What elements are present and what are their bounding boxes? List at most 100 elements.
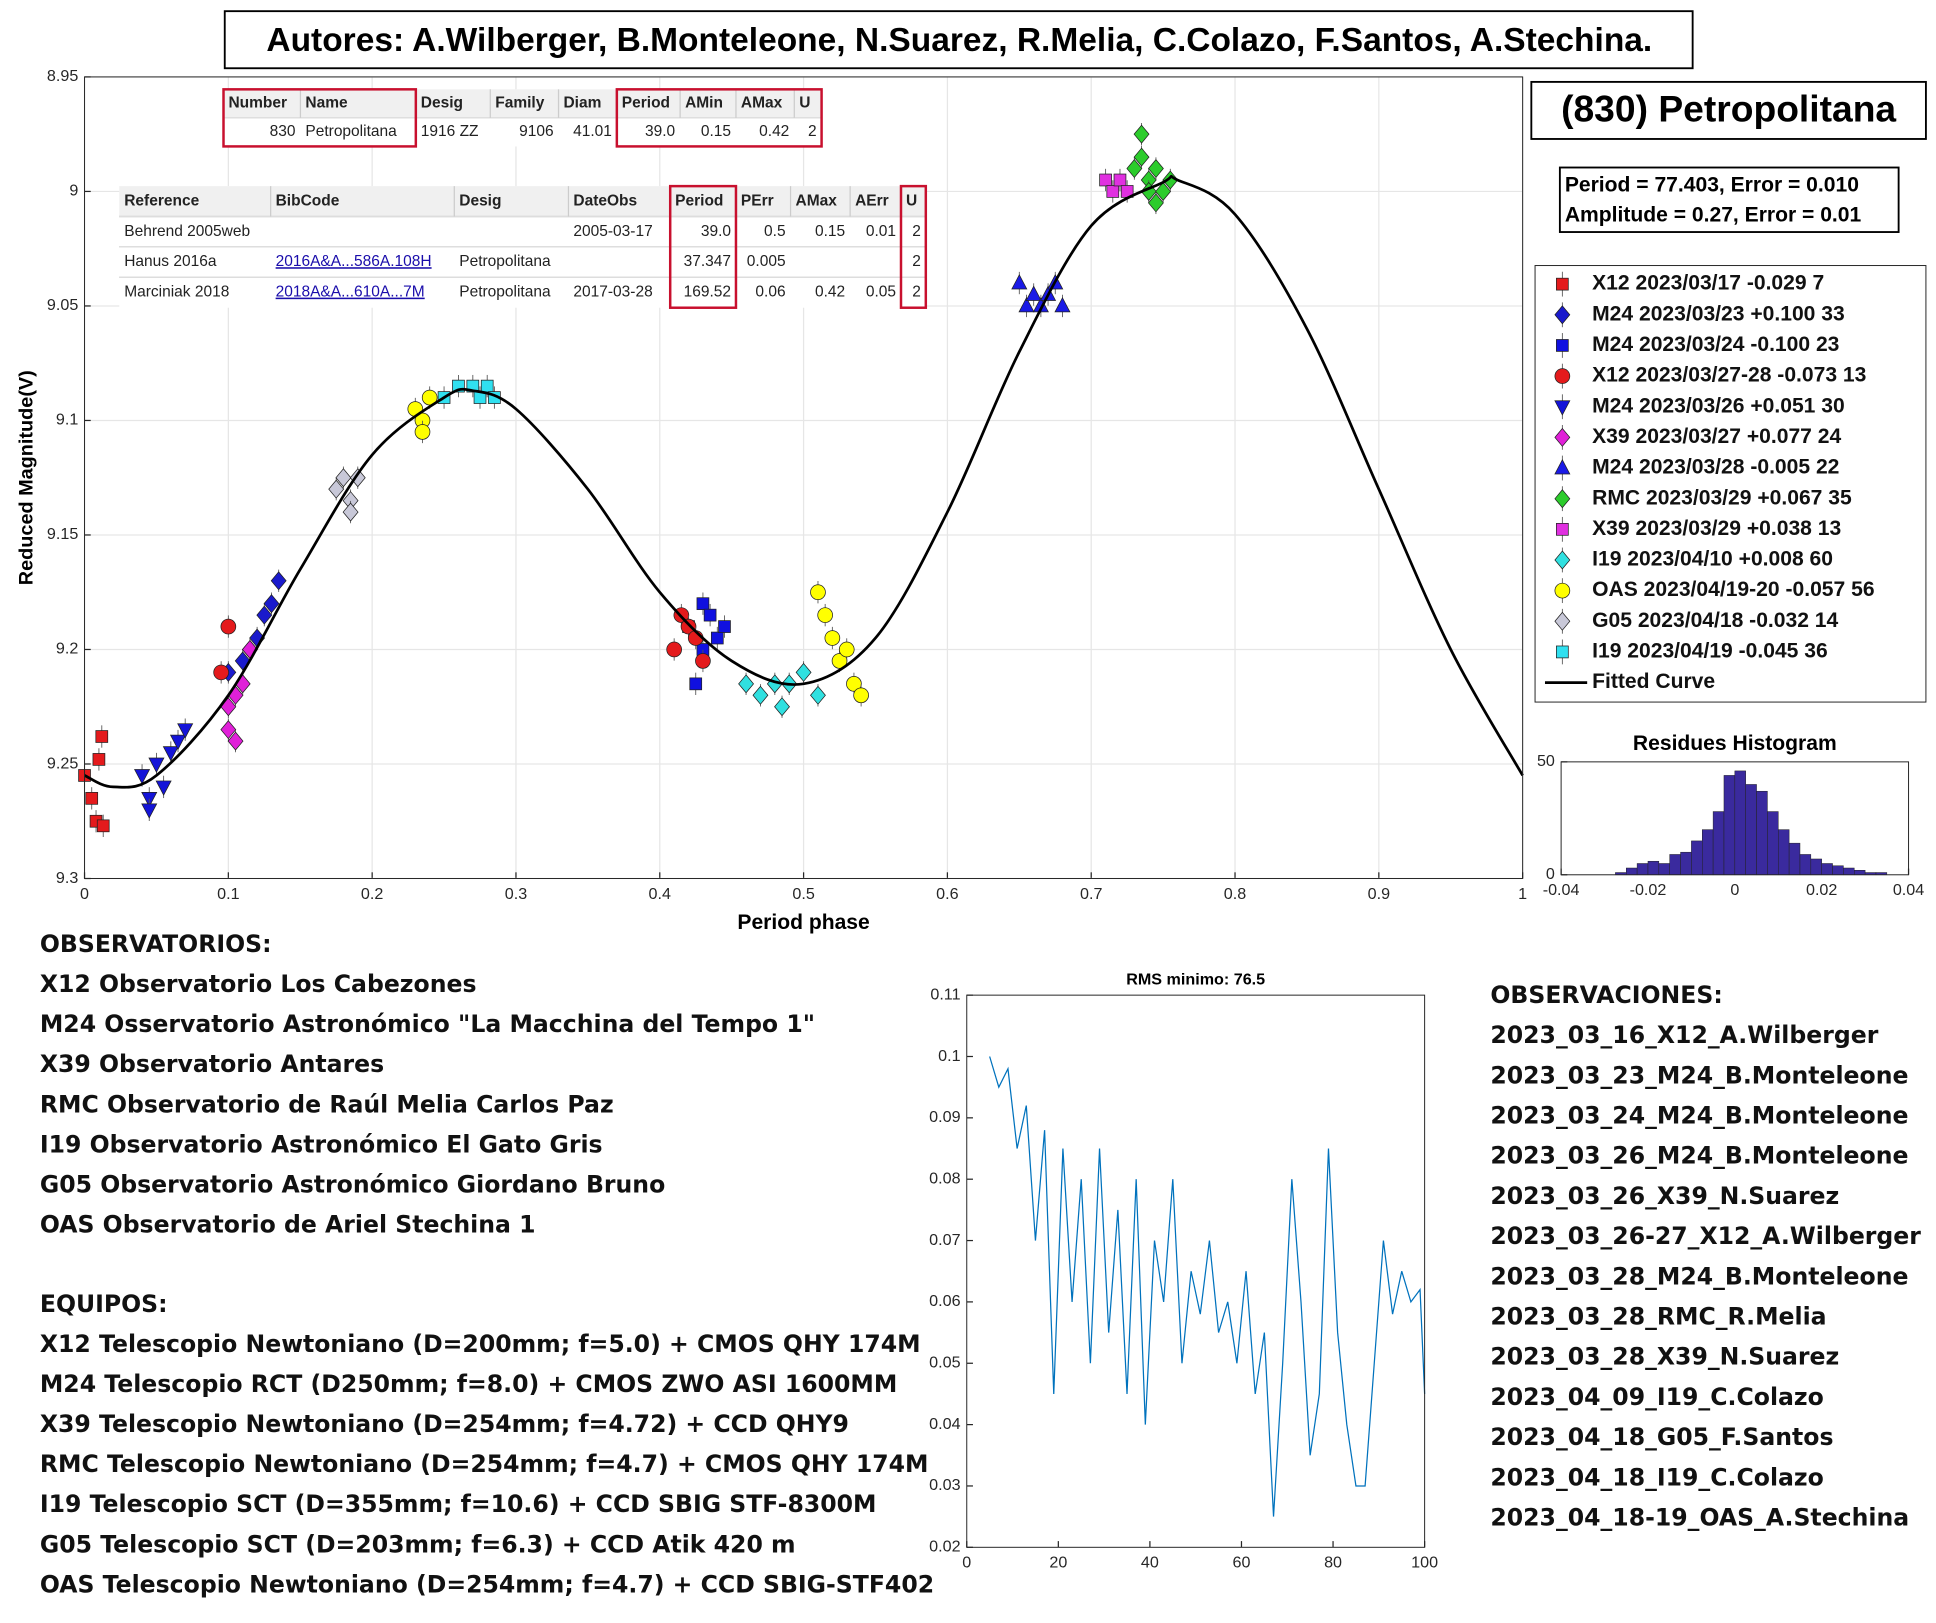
y-tick-label: 9.25 [47,754,78,772]
table-cell: Marciniak 2018 [124,284,229,301]
marker-circle [817,607,833,623]
section-line: 2023_03_26_M24_B.Monteleone [1490,1142,1908,1170]
histogram-bar [1810,858,1822,876]
x-tick-label: 20 [1049,1554,1067,1572]
section-heading: OBSERVATORIOS: [40,930,272,958]
plot-area [966,995,1425,1548]
table-header-bg [119,186,926,217]
table-cell: 2 [808,123,817,140]
marker-square [703,608,717,622]
section-line: 2023_04_18-19_OAS_A.Stechina [1490,1504,1909,1532]
y-tick-label: 0.06 [929,1292,960,1310]
bibcode-link[interactable]: 2016A&A...586A.108H [276,253,432,270]
histogram-bar [1680,851,1692,876]
histogram-bar [1821,863,1833,876]
histogram-bar [1723,775,1736,876]
marker-circle [846,676,862,692]
x-tick-label: 100 [1411,1554,1438,1572]
marker [795,662,812,682]
table-cell: Behrend 2005web [124,223,250,240]
plot-frame [966,994,1426,1548]
table-cell: 2 [912,223,921,240]
marker [220,720,237,740]
y-tick-label: 9 [69,182,78,200]
marker [1011,274,1028,290]
table-cell: 39.0 [645,123,676,140]
table-header: Desig [421,95,463,112]
object-name: (830) Petropolitana [1561,88,1896,130]
x-tick-label: 0 [80,885,89,903]
histogram-bar [1799,854,1812,876]
section-line: 2023_03_24_M24_B.Monteleone [1490,1101,1908,1129]
section-line: 2023_03_28_M24_B.Monteleone [1490,1262,1908,1290]
section-line: 2023_04_09_I19_C.Colazo [1490,1383,1823,1411]
histogram-bar [1756,790,1768,876]
y-tick-label: 0 [1546,865,1555,883]
marker-circle [695,653,711,669]
x-tick-label: 0.3 [505,885,527,903]
marker-square [92,753,106,766]
table-cell: 1916 ZZ [421,123,479,140]
marker-square [1099,173,1112,187]
x-tick-label: 0 [962,1554,971,1572]
legend-entry: M24 2023/03/23 +0.100 33 [1592,302,1845,325]
fitted-curve [83,174,1524,789]
marker [1147,159,1164,179]
x-tick-label: 1 [1518,885,1527,903]
y-tick-label: 9.2 [56,640,78,658]
table-header: AMax [796,192,838,209]
marker [148,757,165,773]
section-line: 2023_03_16_X12_A.Wilberger [1490,1021,1878,1049]
marker [1025,285,1042,301]
marker-square [452,379,465,393]
section-heading: OBSERVACIONES: [1490,981,1722,1009]
plot-frame [1560,761,1910,876]
authors: Autores: A.Wilberger, B.Monteleone, N.Su… [266,22,1652,59]
marker-circle [824,630,841,646]
table-cell: 2017-03-28 [573,284,652,301]
x-tick-label: 0.02 [1806,881,1837,899]
marker-circle [838,641,855,658]
x-tick-label: 0.6 [936,885,958,903]
legend-entry: RMC 2023/03/29 +0.067 35 [1592,486,1852,509]
table-cell: 2 [912,284,921,301]
marker [141,803,158,819]
legend-marker [1554,611,1571,631]
section-line: X39 Telescopio Newtoniano (D=254mm; f=4.… [40,1410,849,1438]
x-tick-label: 0.4 [649,885,671,903]
x-tick-label: 0.1 [217,885,239,903]
marker-circle [421,389,438,406]
legend-entry: Fitted Curve [1592,670,1715,693]
section-line: M24 Osservatorio Astronómico "La Macchin… [40,1010,815,1038]
marker-square [96,819,110,833]
table-cell: 169.52 [684,284,731,301]
marker [227,731,244,751]
table-cell: 0.01 [866,223,896,240]
histogram-bar [1658,863,1670,876]
marker [349,468,366,488]
legend-marker [1554,427,1571,447]
x-tick-label: 40 [1141,1554,1159,1572]
marker-circle [666,641,682,658]
marker-circle [213,664,229,681]
y-tick-label: 0.11 [930,985,960,1003]
table-header: DateObs [573,192,637,209]
legend-marker [1554,400,1571,416]
marker [738,674,754,694]
marker [1147,193,1164,213]
y-tick-label: 0.07 [929,1231,960,1249]
marker-square [85,792,99,805]
table-header: Period [675,192,723,209]
table-cell: Petropolitana [459,284,551,301]
y-tick-label: 9.05 [47,296,78,314]
section-line: X12 Observatorio Los Cabezones [40,970,477,998]
legend-marker [1556,523,1569,536]
bibcode-link[interactable]: 2018A&A...610A...7M [276,284,425,301]
table-cell: 0.005 [747,253,786,270]
section-line: G05 Telescopio SCT (D=203mm; f=6.3) + CC… [40,1530,796,1558]
legend-marker [1554,368,1571,384]
chart-title: RMS minimo: 76.5 [1126,971,1265,989]
y-tick-label: 0.08 [929,1169,960,1187]
table-cell: 39.0 [701,223,732,240]
x-tick-label: -0.04 [1543,881,1580,899]
